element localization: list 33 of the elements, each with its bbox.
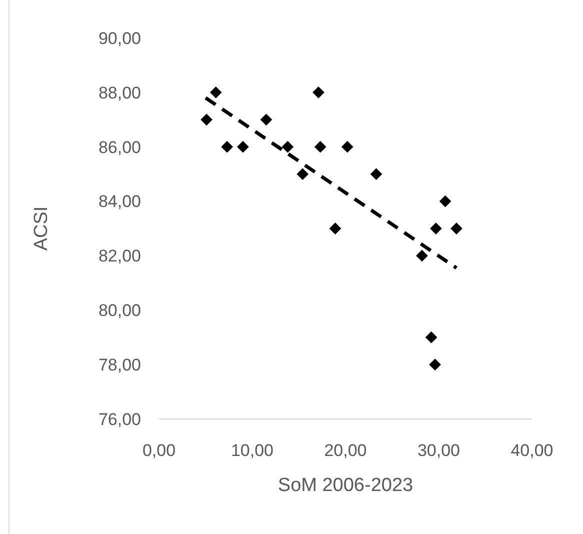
y-tick-label: 76,00 [98,410,141,429]
x-tick-label: 30,00 [417,440,460,460]
point [314,140,326,153]
y-tick-label: 90,00 [98,28,141,48]
point [329,222,342,234]
y-tick-label: 78,00 [98,356,141,375]
point [450,222,462,234]
x-tick-label: 40,00 [510,440,554,460]
point [200,114,212,126]
x-tick-label: 0,00 [142,440,176,460]
point [312,86,324,98]
point [429,358,441,371]
y-axis-title: ACSI [31,206,52,251]
y-tick-label: 82,00 [98,246,141,266]
point [282,140,294,153]
point [210,86,222,98]
point [416,250,428,262]
point [260,114,272,126]
x-tick-label: 10,00 [230,440,274,460]
point [236,140,249,153]
point [341,140,354,153]
y-tick-label: 80,00 [98,301,141,320]
point [370,168,382,180]
x-axis-title: SoM 2006-2023 [278,475,414,496]
point [439,195,452,208]
point [425,331,438,344]
point [296,168,309,180]
y-tick-label: 88,00 [98,83,141,102]
point [430,222,442,234]
y-tick-label: 84,00 [98,192,141,212]
y-tick-label: 86,00 [98,138,141,157]
x-tick-label: 20,00 [324,440,367,460]
point [221,140,234,153]
